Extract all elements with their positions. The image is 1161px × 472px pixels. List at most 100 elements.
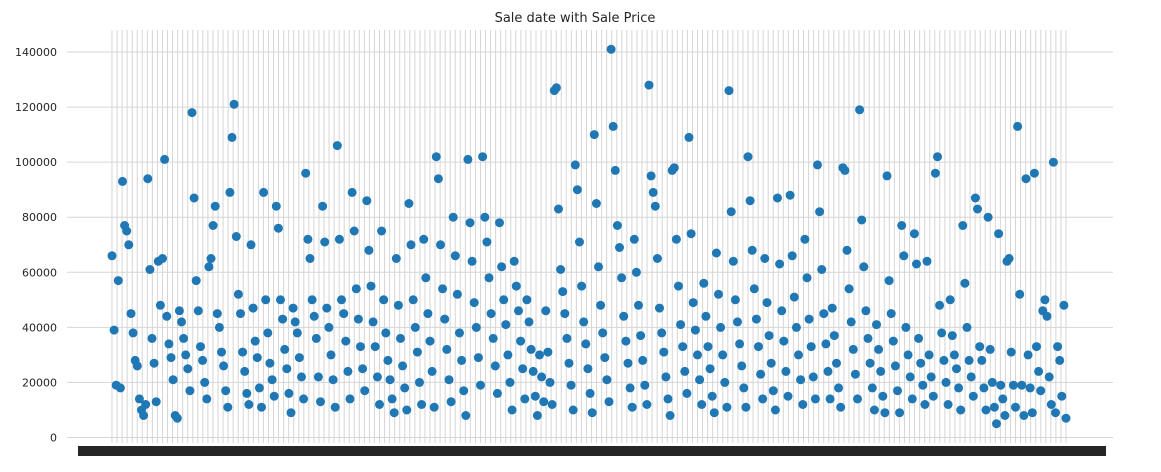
data-point	[208, 221, 218, 230]
data-point	[210, 201, 220, 211]
data-point	[556, 265, 566, 274]
data-point	[631, 267, 641, 277]
data-point	[615, 243, 624, 252]
data-point	[551, 83, 561, 93]
data-point	[1017, 380, 1027, 390]
data-point	[421, 273, 431, 283]
data-point	[718, 350, 728, 360]
data-point	[1061, 413, 1071, 423]
data-point	[385, 375, 395, 385]
data-point	[733, 317, 742, 327]
y-tick-label: 0	[50, 431, 57, 444]
data-point	[324, 322, 334, 332]
data-point	[954, 383, 964, 393]
data-point	[619, 311, 629, 321]
data-point	[339, 309, 349, 319]
data-point	[318, 201, 328, 211]
data-point	[177, 317, 186, 327]
data-point	[585, 388, 595, 398]
data-point	[962, 322, 972, 332]
data-point	[322, 303, 332, 313]
data-point	[977, 355, 987, 365]
data-point	[770, 405, 780, 415]
data-point	[572, 185, 582, 195]
data-point	[164, 339, 174, 349]
data-point	[469, 298, 479, 308]
data-point	[204, 262, 214, 272]
data-point	[920, 400, 930, 409]
data-point	[671, 234, 681, 244]
plot-background	[67, 30, 1113, 443]
data-point	[368, 317, 378, 327]
data-point	[1013, 121, 1023, 131]
data-point	[562, 333, 572, 343]
data-point	[596, 300, 606, 310]
data-point	[589, 130, 599, 140]
y-tick-label: 100000	[15, 156, 57, 169]
data-point	[217, 347, 226, 357]
data-point	[880, 408, 890, 418]
chart-title: Sale date with Sale Price	[495, 11, 656, 26]
data-point	[779, 336, 789, 346]
data-point	[636, 331, 646, 341]
data-point	[707, 391, 717, 401]
data-point	[724, 86, 734, 96]
data-point	[364, 245, 374, 255]
data-point	[459, 386, 469, 396]
data-point	[981, 405, 991, 415]
data-point	[743, 152, 753, 162]
data-point	[966, 372, 976, 382]
data-point	[697, 400, 707, 409]
data-point	[905, 372, 915, 382]
x-tick-labels-overlap	[78, 446, 1106, 456]
data-point	[467, 256, 477, 266]
data-point	[423, 309, 433, 319]
data-point	[935, 300, 945, 310]
data-point	[196, 342, 205, 352]
data-point	[1011, 402, 1020, 412]
data-point	[265, 358, 275, 368]
data-point	[532, 411, 542, 420]
data-point	[760, 254, 770, 263]
data-point	[716, 322, 726, 332]
data-point	[145, 265, 155, 274]
data-point	[663, 394, 673, 404]
data-point	[922, 256, 932, 266]
data-point	[115, 383, 125, 393]
data-point	[488, 333, 498, 343]
data-point	[484, 273, 494, 283]
data-point	[151, 397, 161, 407]
data-point	[808, 372, 818, 382]
data-point	[248, 303, 258, 313]
data-point	[448, 212, 458, 222]
data-point	[745, 196, 755, 206]
data-point	[299, 394, 309, 404]
data-point	[486, 309, 496, 319]
data-point	[676, 320, 686, 330]
data-point	[791, 322, 801, 332]
data-point	[290, 317, 300, 327]
data-point	[650, 201, 660, 211]
data-point	[789, 292, 799, 302]
data-point	[107, 251, 117, 261]
data-point	[640, 380, 650, 390]
data-point	[684, 132, 694, 142]
data-point	[189, 193, 199, 203]
data-point	[711, 248, 721, 258]
data-point	[478, 152, 488, 162]
data-point	[912, 259, 921, 269]
data-point	[528, 366, 538, 376]
data-point	[598, 328, 608, 338]
data-point	[783, 391, 793, 401]
data-point	[600, 353, 610, 363]
data-point	[429, 402, 439, 412]
data-point	[482, 237, 492, 247]
data-point	[878, 391, 888, 401]
y-tick-labels: 0 20000 40000 60000 80000 100000 120000 140000	[15, 46, 57, 444]
data-point	[360, 386, 370, 396]
data-point	[682, 388, 692, 398]
data-point	[853, 394, 862, 404]
data-point	[543, 347, 553, 357]
data-point	[526, 344, 536, 354]
data-point	[377, 226, 387, 236]
